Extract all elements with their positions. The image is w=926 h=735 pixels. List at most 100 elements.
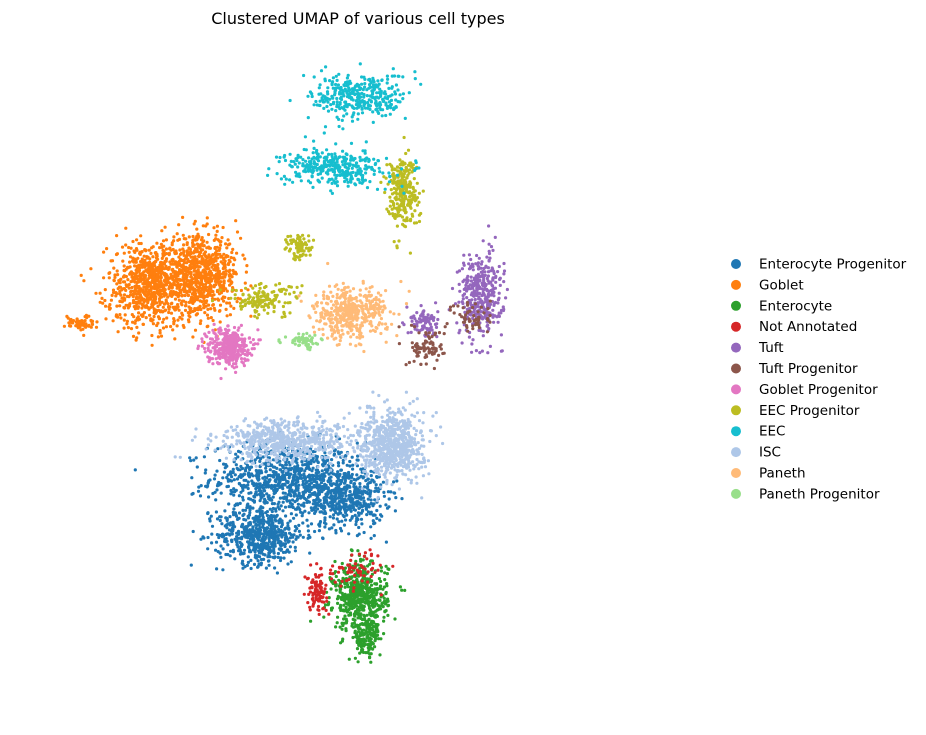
scatter-point (283, 542, 288, 546)
scatter-point (302, 472, 306, 476)
scatter-point (205, 313, 210, 317)
scatter-point (245, 563, 249, 568)
scatter-point (367, 606, 372, 610)
scatter-point (340, 627, 344, 631)
scatter-point (476, 284, 481, 288)
scatter-point (180, 265, 185, 269)
scatter-point (213, 246, 217, 250)
scatter-point (172, 319, 176, 323)
scatter-point (382, 596, 386, 600)
scatter-point (357, 525, 361, 530)
scatter-point (211, 290, 215, 294)
scatter-point (131, 334, 136, 338)
scatter-point (142, 254, 146, 258)
scatter-point (252, 547, 256, 552)
scatter-point (205, 216, 209, 220)
scatter-point (189, 297, 193, 301)
scatter-point (90, 321, 94, 325)
scatter-point (263, 489, 267, 493)
scatter-point (351, 602, 355, 606)
scatter-point (126, 278, 130, 282)
scatter-point (255, 484, 259, 488)
scatter-point (130, 285, 134, 290)
scatter-point (309, 563, 313, 567)
scatter-point (273, 566, 277, 570)
scatter-point (171, 267, 175, 271)
scatter-point (294, 537, 298, 541)
scatter-point (156, 335, 160, 339)
scatter-point (340, 561, 344, 566)
scatter-point (208, 246, 212, 250)
scatter-point (486, 307, 490, 311)
scatter-point (180, 317, 184, 321)
scatter-point (314, 493, 318, 497)
scatter-point (201, 535, 205, 539)
scatter-point (301, 495, 305, 499)
scatter-point (167, 287, 171, 291)
scatter-point (488, 299, 492, 303)
scatter-point (403, 588, 407, 593)
scatter-point (343, 510, 348, 515)
scatter-point (350, 472, 354, 477)
scatter-point (368, 562, 372, 566)
scatter-point (261, 515, 265, 520)
scatter-point (350, 455, 354, 459)
scatter-point (368, 494, 372, 498)
scatter-point (150, 333, 154, 338)
scatter-point (279, 556, 283, 560)
scatter-point (191, 280, 195, 285)
scatter-point (316, 503, 320, 507)
scatter-point (136, 285, 141, 289)
scatter-point (111, 319, 115, 323)
scatter-point (203, 311, 207, 315)
scatter-point (354, 583, 358, 587)
scatter-point (126, 326, 130, 330)
scatter-point (135, 238, 139, 242)
scatter-point (193, 328, 198, 332)
scatter-point (382, 490, 386, 494)
scatter-point (317, 608, 321, 612)
scatter-point (338, 508, 342, 512)
scatter-point (326, 486, 330, 490)
scatter-point (282, 476, 286, 480)
scatter-point (386, 597, 390, 601)
scatter-point (470, 350, 474, 354)
scatter-point (420, 313, 424, 317)
scatter-point (187, 300, 191, 304)
scatter-point (153, 277, 158, 281)
scatter-point (417, 346, 421, 350)
scatter-point (257, 555, 262, 559)
scatter-point (181, 233, 185, 237)
scatter-point (158, 293, 162, 297)
scatter-point (122, 275, 126, 279)
scatter-point (387, 497, 391, 501)
scatter-point (258, 533, 262, 537)
scatter-point (210, 541, 214, 545)
scatter-point (323, 587, 327, 591)
scatter-point (348, 464, 352, 468)
scatter-point (381, 480, 385, 484)
scatter-point (378, 518, 382, 522)
scatter-point (131, 295, 135, 299)
scatter-point (340, 579, 344, 583)
scatter-point (268, 468, 272, 472)
scatter-point (194, 313, 198, 317)
scatter-point (113, 273, 117, 277)
scatter-point (149, 271, 153, 275)
scatter-point (372, 534, 376, 538)
scatter-point (366, 591, 370, 595)
scatter-point (342, 515, 346, 519)
scatter-point (207, 495, 211, 499)
scatter-point (281, 465, 285, 469)
scatter-point (294, 513, 298, 517)
scatter-point (295, 526, 299, 531)
scatter-point (166, 295, 170, 299)
scatter-point (201, 262, 205, 266)
scatter-point (450, 286, 455, 291)
scatter-point (322, 615, 326, 619)
scatter-point (214, 540, 219, 544)
scatter-point (234, 219, 238, 223)
scatter-point (155, 287, 159, 291)
scatter-point (364, 490, 368, 495)
